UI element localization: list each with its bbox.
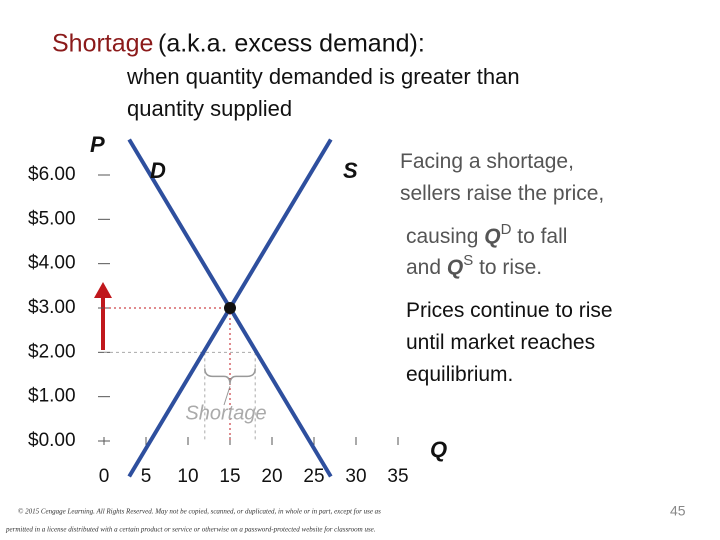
annotation: and QS to rise. [406,252,542,279]
annotation-part: until market reaches [406,331,595,354]
annotation-part: D [501,221,512,238]
y-tick-label: $1.00 [28,386,76,407]
y-axis-label: P [90,132,105,157]
y-tick-label: $2.00 [28,341,76,362]
legend-label: S [343,158,358,183]
x-tick-label: 35 [387,466,408,487]
annotation: equilibrium. [406,363,513,386]
y-tick-label: $6.00 [28,164,76,185]
x-tick-label: 20 [261,466,282,487]
x-tick-label: 25 [303,466,324,487]
legend-label: D [150,158,166,183]
annotation-part: causing [406,225,484,248]
title-term: Shortage [52,30,153,58]
annotation: until market reaches [406,331,595,354]
y-tick-label: $5.00 [28,208,76,229]
page-number: 45 [670,503,686,519]
price-arrow-head [94,282,112,298]
annotation-part: Q [484,225,500,248]
annotation: causing QD to fall [406,221,567,248]
x-tick-label: 30 [345,466,366,487]
x-axis-label: Q [430,437,447,462]
annotation-part: Prices continue to rise [406,299,613,322]
annotation-part: Facing a shortage, [400,150,574,173]
subtitle: when quantity demanded is greater than [126,64,520,89]
x-tick-label: 0 [99,466,110,487]
title: (a.k.a. excess demand): [158,30,425,58]
footer: permitted in a license distributed with … [5,526,376,534]
equilibrium-point [224,302,236,314]
y-tick-label: $3.00 [28,297,76,318]
annotation: Facing a shortage, [400,150,574,173]
shortage-brace [204,368,256,385]
x-tick-label: 15 [219,466,240,487]
x-tick-label: 5 [141,466,152,487]
shortage-pointer [223,386,231,406]
annotation: sellers raise the price, [400,182,604,205]
annotation-part: equilibrium. [406,363,513,386]
annotation-part: Q [447,256,463,279]
annotation-part: S [463,252,473,269]
annotation: Prices continue to rise [406,299,613,322]
annotation-part: and [406,256,447,279]
y-tick-label: $0.00 [28,430,76,451]
subtitle: quantity supplied [127,96,292,121]
annotation-part: to fall [511,225,567,248]
annotation-part: to rise. [473,256,542,279]
annotation-part: sellers raise the price, [400,182,604,205]
shortage-label: Shortage [185,402,266,424]
x-tick-label: 10 [177,466,198,487]
footer: © 2015 Cengage Learning. All Rights Rese… [18,508,381,516]
y-tick-label: $4.00 [28,253,76,274]
